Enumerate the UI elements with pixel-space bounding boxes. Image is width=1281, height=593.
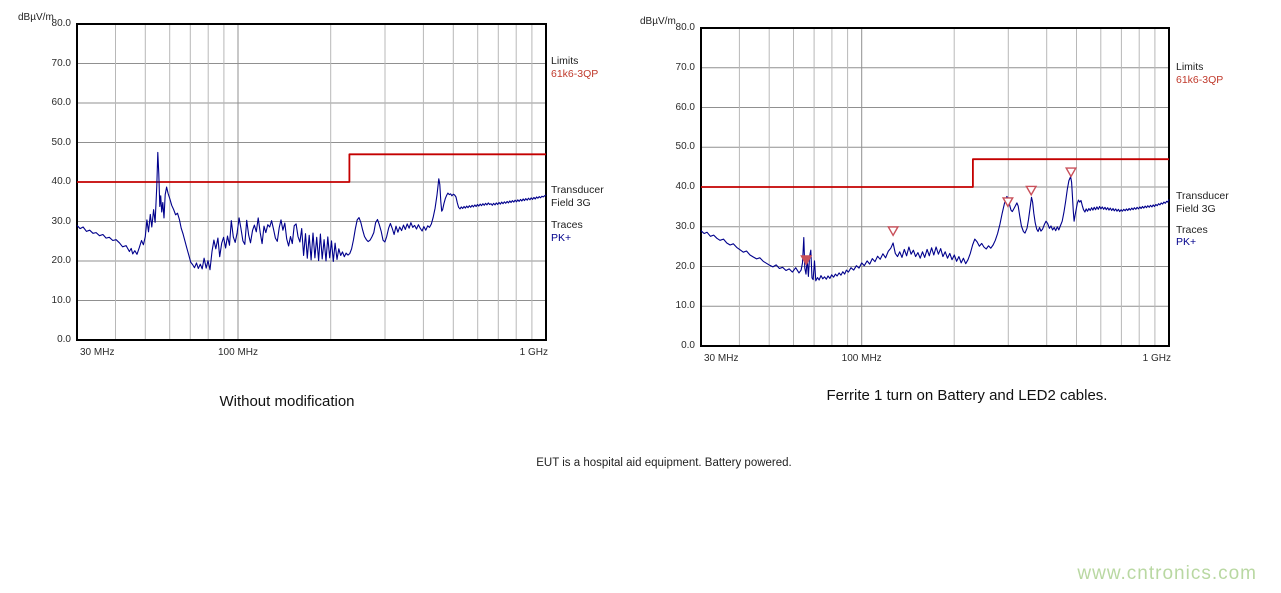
y-tick-label: 60.0 [51, 97, 71, 108]
legend-transducer-name: Field 3G [1176, 203, 1216, 215]
y-tick-label: 60.0 [675, 101, 695, 113]
x-tick-label: 30 MHz [80, 347, 115, 358]
legend-transducer-label: Transducer [1176, 190, 1229, 202]
y-tick-label: 70.0 [51, 57, 71, 69]
legend-trace-name: PK+ [1176, 236, 1197, 248]
x-tick-label: 1 GHz [1142, 353, 1171, 364]
y-tick-label: 50.0 [675, 141, 695, 153]
x-tick-label: 30 MHz [704, 353, 739, 364]
plot-graphics [700, 27, 1170, 347]
legend-transducer-label: Transducer [551, 184, 604, 196]
y-tick-label: 0.0 [681, 340, 695, 351]
y-tick-label: 20.0 [675, 260, 695, 272]
y-tick-label: 10.0 [675, 300, 695, 312]
y-axis-unit-label: dBµV/m [18, 12, 54, 23]
y-axis-unit-label: dBµV/m [640, 16, 676, 27]
chart-caption-left: Without modification [219, 393, 355, 410]
watermark: www.cntronics.com [1077, 563, 1257, 584]
x-tick-label: 1 GHz [519, 347, 548, 358]
y-tick-label: 80.0 [675, 22, 695, 33]
x-tick-label: 100 MHz [841, 353, 882, 364]
y-tick-label: 10.0 [51, 294, 71, 306]
legend-traces-label: Traces [1176, 224, 1208, 236]
footnote: EUT is a hospital aid equipment. Battery… [536, 457, 792, 469]
y-tick-label: 20.0 [51, 255, 71, 266]
legend-limit-name: 61k6-3QP [1176, 74, 1224, 86]
y-tick-label: 40.0 [675, 181, 695, 192]
legend-transducer-name: Field 3G [551, 197, 591, 209]
legend-trace-name: PK+ [551, 232, 572, 244]
legend-limits-label: Limits [551, 55, 579, 67]
y-tick-label: 0.0 [57, 334, 71, 345]
legend-traces-label: Traces [551, 219, 583, 231]
y-tick-label: 30.0 [51, 215, 71, 227]
y-tick-label: 80.0 [51, 18, 71, 29]
y-tick-label: 50.0 [51, 136, 71, 148]
chart-caption-right: Ferrite 1 turn on Battery and LED2 cable… [826, 387, 1108, 404]
y-tick-label: 30.0 [675, 220, 695, 232]
y-tick-label: 40.0 [51, 176, 71, 187]
x-tick-label: 100 MHz [218, 347, 259, 358]
legend-limits-label: Limits [1176, 61, 1204, 73]
y-tick-label: 70.0 [675, 61, 695, 73]
legend-limit-name: 61k6-3QP [551, 68, 599, 80]
plot-graphics [76, 23, 547, 341]
